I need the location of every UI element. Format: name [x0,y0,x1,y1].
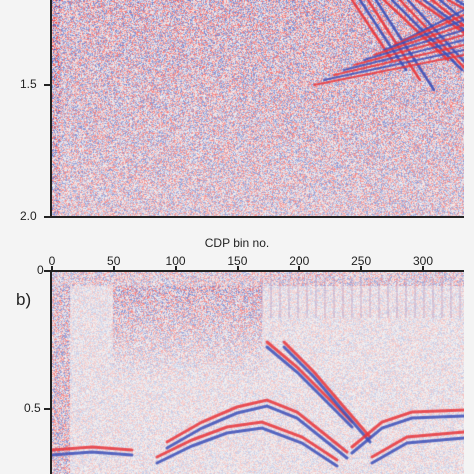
panel-b-ytick-label-0: 0 [37,263,44,277]
panel-b-xtick-300 [422,266,425,271]
panel-b-x-axis [50,270,464,272]
panel-b-xtick-label-0: 0 [48,254,56,268]
panel-b-xtick-100 [174,266,177,271]
panel-b-y-axis [50,270,52,474]
panel-b-ytick-0 [44,270,50,272]
panel-a-ytick-1-5 [44,84,50,86]
panel-b-xtick-200 [298,266,301,271]
panel-b-xtick-label-200: 200 [289,254,310,268]
seismic-image-a [52,0,464,218]
panel-a-x-axis [50,216,464,218]
panel-b-xtick-0 [51,266,53,271]
seismic-panel-a [52,0,464,218]
panel-a-ytick-2-0 [44,216,50,218]
panel-a-ytick-label-2-0: 2.0 [20,209,37,223]
panel-a-ytick-label-1-5: 1.5 [20,77,37,91]
panel-b-xtick-label-150: 150 [227,254,248,268]
panel-b-xtick-label-250: 250 [351,254,372,268]
panel-b-ytick-label-0-5: 0.5 [24,401,41,415]
panel-b-xtick-50 [112,266,115,271]
seismic-panel-b [52,272,464,474]
panel-b-xtick-250 [360,266,363,271]
panel-b-xtick-150 [236,266,239,271]
panel-b-ytick-0-5 [44,408,50,410]
seismic-image-b [52,272,464,474]
panel-b-label: b) [16,290,32,309]
panel-b-xtick-label-100: 100 [165,254,186,268]
panel-b-xtick-label-300: 300 [412,254,433,268]
panel-a-y-axis [50,0,52,218]
x-axis-title: CDP bin no. [204,236,270,250]
panel-b-xtick-label-50: 50 [107,254,121,268]
